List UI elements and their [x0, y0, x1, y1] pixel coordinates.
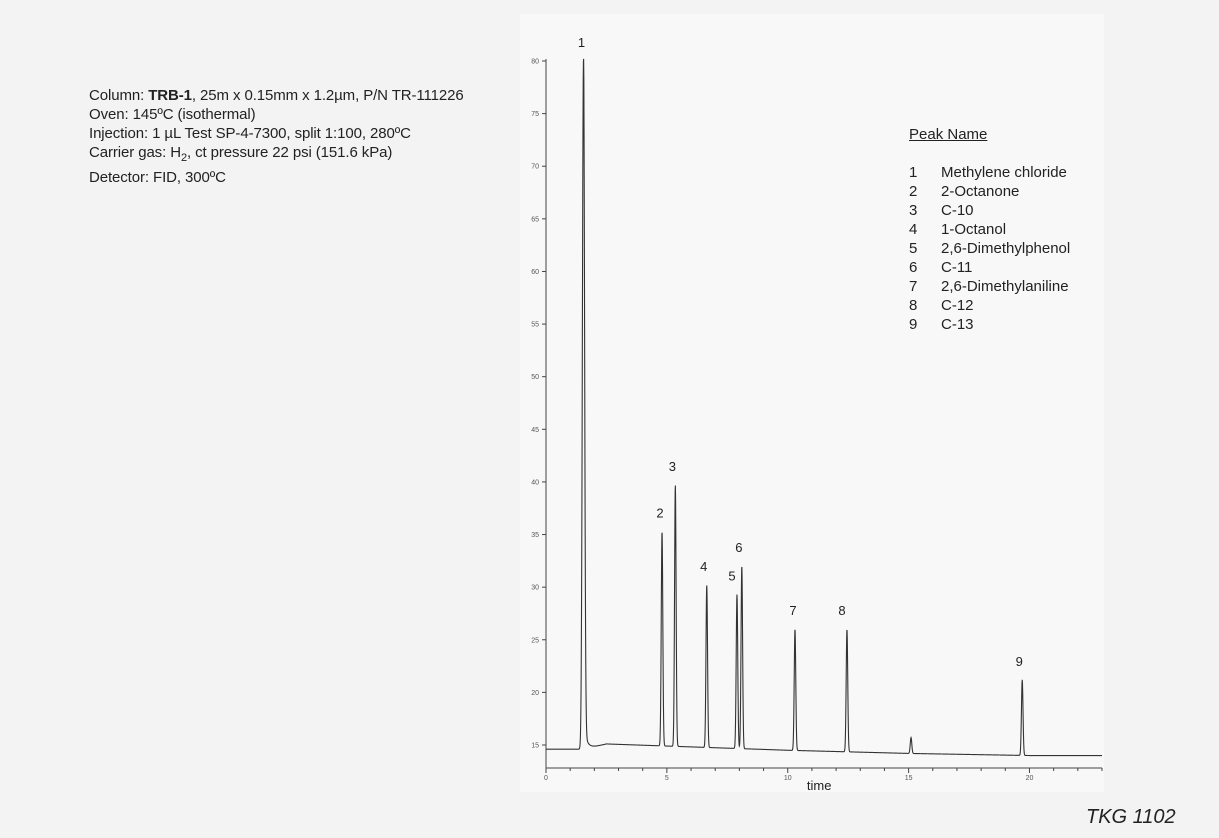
- carrier-subscript: 2: [180, 152, 187, 164]
- peak-label: 7: [789, 603, 796, 618]
- peak-label: 6: [735, 540, 742, 555]
- peak-label: 2: [656, 505, 663, 520]
- legend-item-number: 4: [909, 221, 918, 238]
- legend-item-name: C-13: [941, 316, 974, 333]
- legend-item-name: 1-Octanol: [941, 221, 1007, 238]
- detector-line: Detector: FID, 300ºC: [89, 169, 226, 186]
- method-conditions: Column: TRB-1, 25m x 0.15mm x 1.2µm, P/N…: [89, 86, 464, 187]
- chromatogram-trace: [546, 58, 1102, 757]
- legend-item: 6 C-11: [909, 258, 1070, 277]
- legend-items: 1 Methylene chloride 2 2-Octanone 3 C-10 4 1-Oc…: [909, 163, 1070, 334]
- x-tick-label: 20: [1026, 775, 1034, 782]
- y-tick-label: 35: [531, 532, 539, 539]
- legend-item-name: Methylene chloride: [941, 164, 1067, 181]
- legend-item-name: C-10: [941, 202, 974, 219]
- x-axis-label: time: [807, 778, 832, 793]
- y-tick-label: 20: [531, 690, 539, 697]
- y-tick-label: 75: [531, 111, 539, 118]
- y-tick-label: 30: [531, 585, 539, 592]
- legend-item: 7 2,6-Dimethylaniline: [909, 277, 1070, 296]
- legend-item-number: 8: [909, 297, 918, 314]
- y-tick-label: 70: [531, 164, 539, 171]
- chromatogram-line: [546, 58, 1102, 757]
- peak-label: 8: [838, 603, 845, 618]
- legend-item-number: 3: [909, 202, 918, 219]
- y-tick-label: 15: [531, 743, 539, 750]
- y-tick-label: 55: [531, 322, 539, 329]
- legend-item-name: C-11: [941, 259, 973, 276]
- legend-item: 2 2-Octanone: [909, 182, 1070, 201]
- figure-code: TKG 1102: [1086, 806, 1176, 828]
- peak-legend: Peak Name 1 Methylene chloride 2 2-Octanone…: [909, 125, 1070, 334]
- y-tick-label: 65: [531, 216, 539, 223]
- peak-label: 1: [578, 35, 585, 50]
- y-tick-label: 60: [531, 269, 539, 276]
- legend-item-number: 1: [909, 164, 918, 181]
- injection-line: Injection: 1 µL Test SP-4-7300, split 1:…: [89, 125, 411, 142]
- legend-item-name: 2,6-Dimethylaniline: [941, 278, 1069, 295]
- peak-label: 5: [728, 569, 735, 584]
- column-prefix: Column:: [89, 87, 149, 104]
- x-tick-label: 10: [784, 775, 792, 782]
- legend-item: 9 C-13: [909, 315, 1070, 334]
- y-tick-label: 50: [531, 374, 539, 381]
- column-spec: , 25m x 0.15mm x 1.2µm, P/N TR-111226: [191, 87, 464, 104]
- oven-line: Oven: 145ºC (isothermal): [89, 106, 256, 123]
- legend-item-name: C-12: [941, 297, 974, 314]
- y-tick-label: 80: [531, 59, 539, 66]
- legend-item-number: 7: [909, 278, 918, 295]
- carrier-line: Carrier gas: H2, ct pressure 22 psi (151…: [89, 143, 464, 168]
- legend-item-number: 5: [909, 240, 918, 257]
- legend-item: 4 1-Octanol: [909, 220, 1070, 239]
- legend-item-name: 2,6-Dimethylphenol: [941, 240, 1071, 257]
- x-tick-label: 15: [905, 775, 913, 782]
- legend-item-number: 6: [909, 259, 918, 276]
- legend-item-number: 2: [909, 183, 918, 200]
- peak-label: 9: [1016, 654, 1023, 669]
- column-line: Column: TRB-1, 25m x 0.15mm x 1.2µm, P/N…: [89, 86, 464, 105]
- legend-item-number: 9: [909, 316, 918, 333]
- peak-label: 4: [700, 559, 707, 574]
- x-tick-label: 5: [665, 775, 669, 782]
- y-tick-label: 40: [531, 479, 539, 486]
- legend-item: 8 C-12: [909, 296, 1070, 315]
- legend-item: 5 2,6-Dimethylphenol: [909, 239, 1070, 258]
- y-tick-label: 25: [531, 637, 539, 644]
- peak-label: 3: [669, 459, 676, 474]
- carrier-prefix: Carrier gas: H: [89, 144, 181, 161]
- carrier-spec: , ct pressure 22 psi (151.6 kPa): [187, 144, 393, 161]
- y-tick-label: 45: [531, 427, 539, 434]
- chromatogram-area: [520, 14, 1104, 792]
- legend-heading: Peak Name: [909, 126, 988, 143]
- column-name: TRB-1: [148, 87, 192, 104]
- x-tick-label: 0: [544, 775, 548, 782]
- legend-item: 3 C-10: [909, 201, 1070, 220]
- legend-item: 1 Methylene chloride: [909, 163, 1070, 182]
- legend-item-name: 2-Octanone: [941, 183, 1020, 200]
